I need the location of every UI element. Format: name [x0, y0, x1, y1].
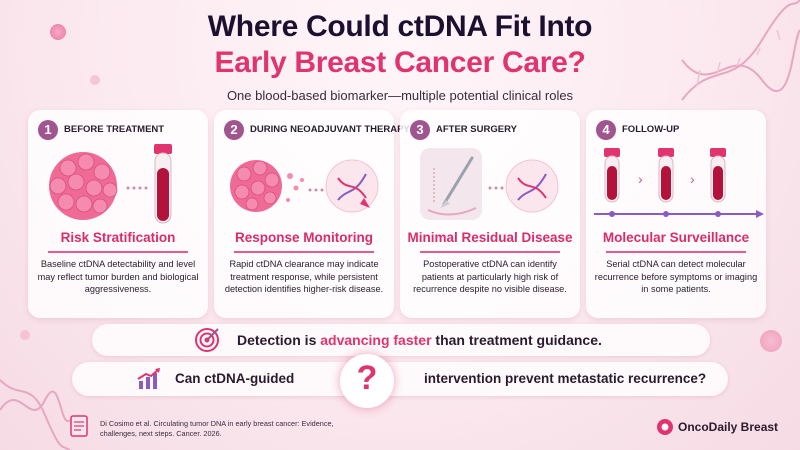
role-description: Rapid ctDNA clearance may indicate treat… [224, 259, 384, 294]
blood-tube-icon [658, 148, 674, 203]
blood-tube-icon [154, 144, 172, 224]
role-title: Minimal Residual Disease [407, 230, 573, 245]
cell-decoration [20, 330, 30, 340]
svg-text:›: › [690, 171, 695, 187]
question-mark-badge: ? [340, 354, 394, 408]
page-title: Where Could ctDNA Fit Into [207, 10, 593, 43]
growth-chart-icon [137, 368, 160, 389]
question-pill-left: Can ctDNA-guided [72, 362, 362, 396]
role-title: Molecular Surveillance [602, 230, 750, 245]
scalpel-icon [440, 156, 474, 208]
tumor-icon [230, 160, 304, 212]
banner-highlight: advancing faster [320, 332, 432, 348]
divider [606, 251, 746, 253]
card-during-neoadjuvant: 2 DURING NEOADJUVANT THERAPY Response Mo… [214, 110, 410, 318]
cell-decoration [760, 330, 782, 352]
tumor-icon [49, 152, 118, 220]
brand-name: OncoDaily Breast [678, 420, 779, 434]
blood-tube-icon [710, 148, 726, 203]
role-description: Baseline ctDNA detectability and level m… [37, 259, 199, 294]
cell-decoration [50, 24, 66, 40]
banner-text-start: Detection is [237, 332, 317, 348]
dna-icon [337, 173, 367, 201]
tumor-and-blood-illustration [49, 144, 172, 224]
stage-label: DURING NEOADJUVANT THERAPY [250, 124, 410, 135]
card-after-surgery: 3 AFTER SURGERY Minimal Residual Disease… [400, 110, 580, 318]
reference-citation: Di Cosimo et al. Circulating tumor DNA i… [100, 419, 334, 438]
blood-tube-icon [604, 148, 620, 203]
step-number-badge: 3 [410, 120, 430, 140]
card-before-treatment: 1 BEFORE TREATMENT Risk Stratification B… [28, 110, 208, 318]
document-icon [70, 415, 88, 437]
banner-text-end: than treatment guidance. [435, 332, 602, 348]
stage-label: BEFORE TREATMENT [64, 124, 165, 135]
role-description: Serial ctDNA can detect molecular recurr… [594, 259, 758, 294]
dna-icon [517, 173, 547, 201]
serial-tubes-timeline: › › [594, 148, 764, 218]
timeline-arrow [594, 210, 764, 218]
stage-label: AFTER SURGERY [436, 124, 517, 135]
dna-helix-decoration [681, 0, 800, 101]
role-description: Postoperative ctDNA can identify patient… [413, 259, 567, 294]
card-follow-up: 4 FOLLOW-UP › › Molecular Surveillance S… [586, 110, 766, 318]
cell-decoration [90, 75, 100, 85]
divider [420, 251, 560, 253]
step-number-badge: 1 [38, 120, 58, 140]
surgery-illustration [420, 148, 559, 220]
target-icon [195, 328, 219, 352]
stage-label: FOLLOW-UP [622, 124, 680, 135]
page-subtitle: One blood-based biomarker—multiple poten… [226, 88, 574, 103]
question-text-right: intervention prevent metastatic recurren… [424, 371, 707, 386]
page-title-highlight: Early Breast Cancer Care? [214, 46, 586, 79]
question-text-left: Can ctDNA-guided [175, 371, 295, 386]
step-number-badge: 4 [596, 120, 616, 140]
role-title: Response Monitoring [235, 230, 373, 245]
dna-helix-decoration-left [0, 379, 70, 450]
divider [234, 251, 374, 253]
divider [48, 251, 188, 253]
role-title: Risk Stratification [60, 230, 176, 245]
detection-banner: Detection is advancing faster than treat… [92, 324, 710, 356]
shrinking-tumor-illustration [230, 159, 379, 213]
question-mark-icon: ? [356, 359, 378, 397]
svg-text:›: › [638, 171, 643, 187]
question-pill-right: intervention prevent metastatic recurren… [372, 362, 728, 396]
detection-statement: Detection is advancing faster than treat… [237, 332, 602, 348]
step-number-badge: 2 [224, 120, 244, 140]
brand-logo-icon [657, 419, 673, 435]
